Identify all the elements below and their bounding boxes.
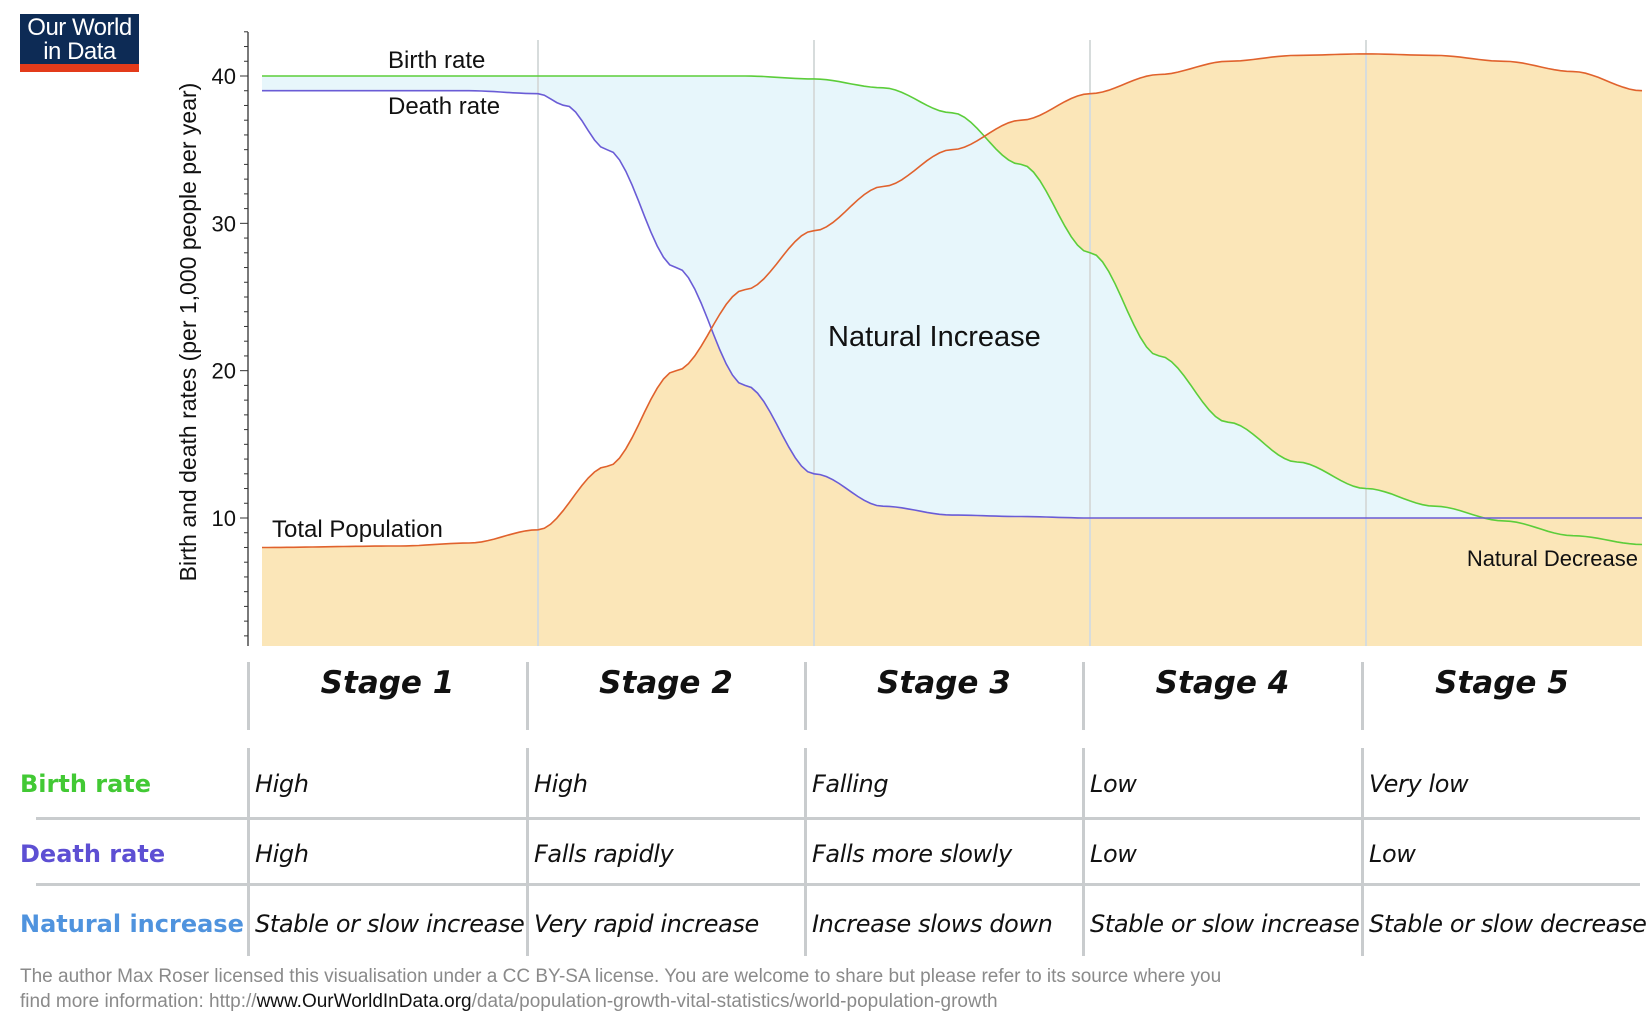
y-tick-label: 40 <box>212 64 236 89</box>
stage-header-2: Stage 2 <box>599 665 733 701</box>
logo-line-1: Our World <box>27 14 132 41</box>
footer-line-1: The author Max Roser licensed this visua… <box>20 966 1222 987</box>
table-cell: High <box>534 770 588 798</box>
table-row-divider <box>36 817 1640 820</box>
license-footer: The author Max Roser licensed this visua… <box>20 964 1400 1014</box>
stage-header-divider <box>526 662 529 730</box>
our-world-in-data-logo: Our World in Data <box>20 14 139 72</box>
table-cell: Falls rapidly <box>534 840 674 868</box>
table-column-divider <box>1361 748 1364 956</box>
table-cell: Very rapid increase <box>534 910 759 938</box>
stage-header-4: Stage 4 <box>1155 665 1290 701</box>
birth-rate-line <box>262 75 1643 546</box>
row-label-death-rate: Death rate <box>20 840 166 868</box>
total-population-line <box>262 53 1643 549</box>
logo-line-2: in Data <box>43 38 116 65</box>
stage-header-5: Stage 5 <box>1435 665 1569 701</box>
natural-increase-annotation: Natural Increase <box>828 321 1041 353</box>
table-column-divider <box>804 748 807 956</box>
table-column-divider <box>1082 748 1085 956</box>
death-rate-line <box>262 89 1642 519</box>
table-cell: Increase slows down <box>812 910 1053 938</box>
table-cell: Low <box>1090 770 1137 798</box>
y-tick-label: 20 <box>212 359 236 384</box>
footer-text-prefix: find more information: http:// <box>20 991 257 1012</box>
table-cell: Stable or slow increase <box>255 910 525 938</box>
table-cell: Stable or slow decrease <box>1369 910 1647 938</box>
table-row-divider <box>36 883 1640 886</box>
row-label-natural-increase: Natural increase <box>20 910 244 938</box>
table-column-divider <box>247 748 250 956</box>
footer-line-2: find more information: http://www.OurWor… <box>20 989 1400 1014</box>
natural-increase-area <box>262 76 1479 518</box>
stage-header-divider <box>247 662 250 730</box>
stage-header-divider <box>804 662 807 730</box>
row-label-birth-rate: Birth rate <box>20 770 152 798</box>
stage-header-1: Stage 1 <box>320 665 455 701</box>
natural-decrease-annotation: Natural Decrease <box>1467 546 1638 571</box>
y-tick-label: 30 <box>212 211 236 236</box>
table-column-divider <box>526 748 529 956</box>
table-cell: High <box>255 840 309 868</box>
table-cell: Low <box>1090 840 1137 868</box>
table-cell: Very low <box>1369 770 1469 798</box>
stage-header-3: Stage 3 <box>877 665 1011 701</box>
stage-header-divider <box>1082 662 1085 730</box>
table-cell: High <box>255 770 309 798</box>
birth-rate-series-label: Birth rate <box>388 47 485 74</box>
table-cell: Falling <box>812 770 889 798</box>
table-cell: Stable or slow increase <box>1090 910 1360 938</box>
y-axis-label: Birth and death rates (per 1,000 people … <box>175 83 201 582</box>
death-rate-series-label: Death rate <box>388 93 500 120</box>
footer-text-path: /data/population-growth-vital-statistics… <box>471 991 998 1012</box>
demographic-transition-chart: 10 20 30 40 Birth and death rates (per 1,000… <box>175 31 1643 646</box>
table-cell: Low <box>1369 840 1416 868</box>
y-tick-label: 10 <box>212 506 236 531</box>
stage-header-divider <box>1361 662 1364 730</box>
table-cell: Falls more slowly <box>812 840 1012 868</box>
footer-site-link[interactable]: www.OurWorldInData.org <box>256 991 472 1012</box>
total-population-series-label: Total Population <box>272 516 443 543</box>
